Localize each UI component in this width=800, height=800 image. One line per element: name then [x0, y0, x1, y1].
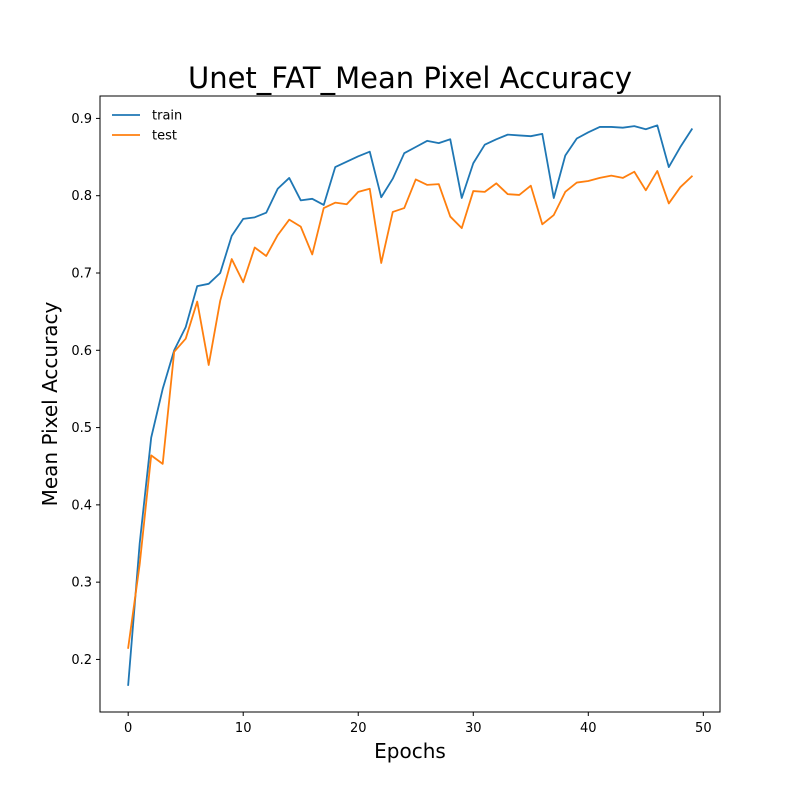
x-tick-label: 20	[350, 721, 367, 736]
plot-area-frame	[99, 95, 721, 713]
series-layer	[127, 124, 694, 686]
y-axis: 0.2 0.3 0.4 0.5 0.6 0.7 0.8 0.9	[71, 112, 100, 668]
x-axis: 0 10 20 30 40 50	[124, 712, 712, 736]
y-tick-label: 0.6	[71, 344, 92, 359]
legend-label-test: test	[152, 129, 177, 144]
x-tick-label: 40	[580, 721, 597, 736]
y-tick-label: 0.8	[71, 189, 92, 204]
y-tick-label: 0.3	[71, 576, 92, 591]
y-tick-label: 0.7	[71, 266, 92, 281]
x-axis-title: Epochs	[374, 739, 446, 763]
x-tick-label: 50	[695, 721, 712, 736]
y-tick-label: 0.5	[71, 421, 92, 436]
legend: train test	[112, 109, 182, 144]
legend-label-train: train	[152, 109, 182, 124]
y-tick-label: 0.4	[71, 498, 92, 513]
y-tick-label: 0.9	[71, 112, 92, 127]
series-line-train	[127, 124, 694, 686]
x-tick-label: 10	[235, 721, 252, 736]
x-tick-label: 30	[465, 721, 482, 736]
y-tick-label: 0.2	[71, 653, 92, 668]
y-axis-title: Mean Pixel Accuracy	[38, 301, 62, 506]
series-line-test	[127, 170, 694, 649]
chart-title: Unet_FAT_Mean Pixel Accuracy	[188, 61, 632, 95]
x-tick-label: 0	[124, 721, 132, 736]
